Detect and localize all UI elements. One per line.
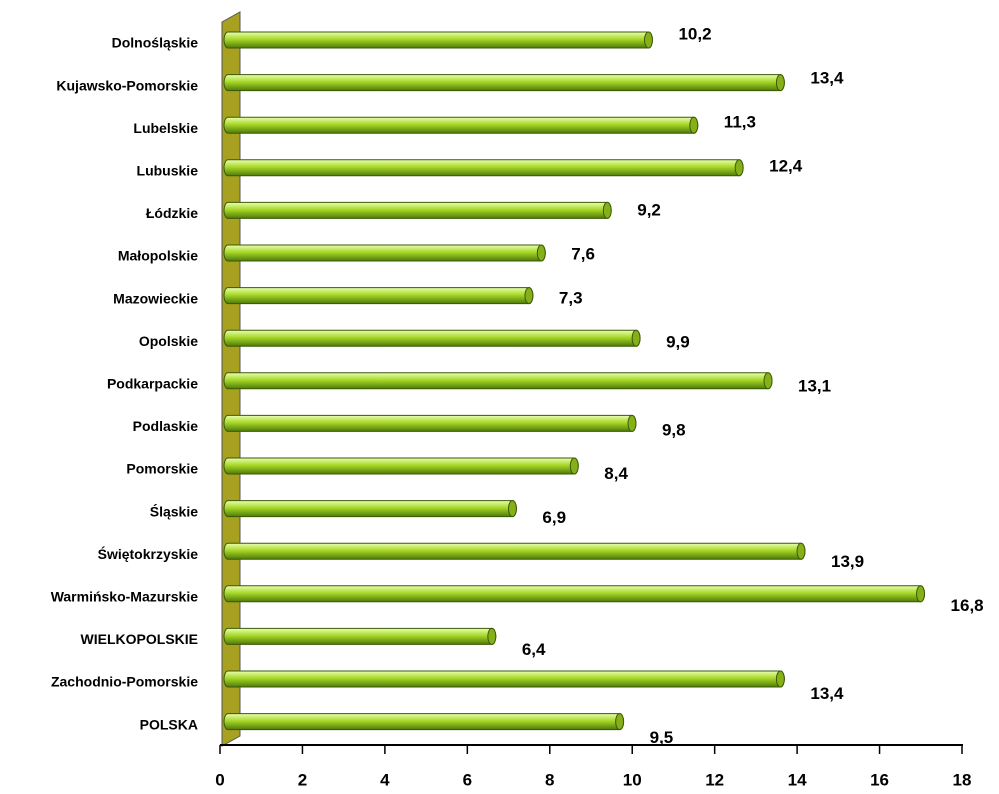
value-label: 13,4 [810,684,844,703]
bar-cap [602,201,612,219]
bar [223,116,699,134]
bar [223,329,641,347]
bar-cap [763,372,773,390]
value-label: 9,9 [666,332,690,351]
bar [223,627,497,645]
bar [223,713,625,731]
x-tick-label: 4 [380,770,390,789]
bar [223,542,806,560]
y-tick-label: Pomorskie [126,461,198,477]
bar-cap [615,713,625,731]
value-label: 9,5 [650,728,674,747]
value-label: 6,4 [522,640,546,659]
bar-cap [796,542,806,560]
y-tick-label: Dolnośląskie [112,35,199,51]
bar [223,585,925,603]
bar [223,74,785,92]
bar [223,159,744,177]
value-label: 13,1 [798,376,831,395]
bar-cap [627,414,637,432]
x-tick-label: 12 [705,770,724,789]
value-label: 6,9 [542,508,566,527]
bar [223,500,517,518]
x-tick-label: 2 [298,770,307,789]
bar [223,670,785,688]
value-label: 16,8 [951,596,984,615]
bar-cap [916,585,926,603]
y-tick-label: Śląskie [150,502,198,519]
bar-cap [775,670,785,688]
bar [223,414,637,432]
y-tick-label: Podlaskie [133,418,199,434]
bar-cap [689,116,699,134]
value-label: 8,4 [604,464,628,483]
bar-cap [643,31,653,49]
x-tick-label: 16 [870,770,889,789]
y-tick-label: Lubuskie [137,163,199,179]
y-tick-label: Podkarpackie [107,376,198,392]
x-tick-label: 8 [545,770,554,789]
value-label: 13,9 [831,552,864,571]
value-label: 9,2 [637,200,661,219]
bar [223,457,579,475]
y-tick-label: Kujawsko-Pomorskie [56,77,198,93]
x-tick-label: 10 [623,770,642,789]
y-tick-label: Lubelskie [133,120,198,136]
value-label: 13,4 [810,68,844,87]
bar-cap [507,500,517,518]
y-tick-label: Mazowieckie [113,290,198,306]
y-tick-label: POLSKA [140,716,198,732]
x-tick-label: 6 [463,770,472,789]
bar-cap [734,159,744,177]
value-label: 10,2 [678,24,711,43]
y-tick-label: Warmińsko-Mazurskie [51,589,199,605]
value-label: 11,3 [724,112,756,131]
y-tick-label: Zachodnio-Pomorskie [51,674,198,690]
bar [223,31,653,49]
bar [223,372,773,390]
value-label: 12,4 [769,156,803,175]
bar-cap [775,74,785,92]
bar [223,244,546,262]
bar-cap [569,457,579,475]
bar [223,201,612,219]
value-label: 7,3 [559,288,583,307]
y-tick-label: Małopolskie [118,248,198,264]
x-tick-label: 0 [215,770,224,789]
x-tick-label: 14 [788,770,807,789]
bar-cap [487,627,497,645]
y-tick-label: WIELKOPOLSKIE [81,631,198,647]
y-tick-label: Świętokrzyskie [98,545,199,562]
value-label: 7,6 [571,244,595,263]
bar [223,287,534,305]
value-label: 9,8 [662,420,686,439]
y-tick-label: Opolskie [139,333,198,349]
bar-cap [536,244,546,262]
x-tick-label: 18 [953,770,972,789]
bar-cap [524,287,534,305]
y-tick-label: Łódzkie [146,205,198,221]
bar-cap [631,329,641,347]
